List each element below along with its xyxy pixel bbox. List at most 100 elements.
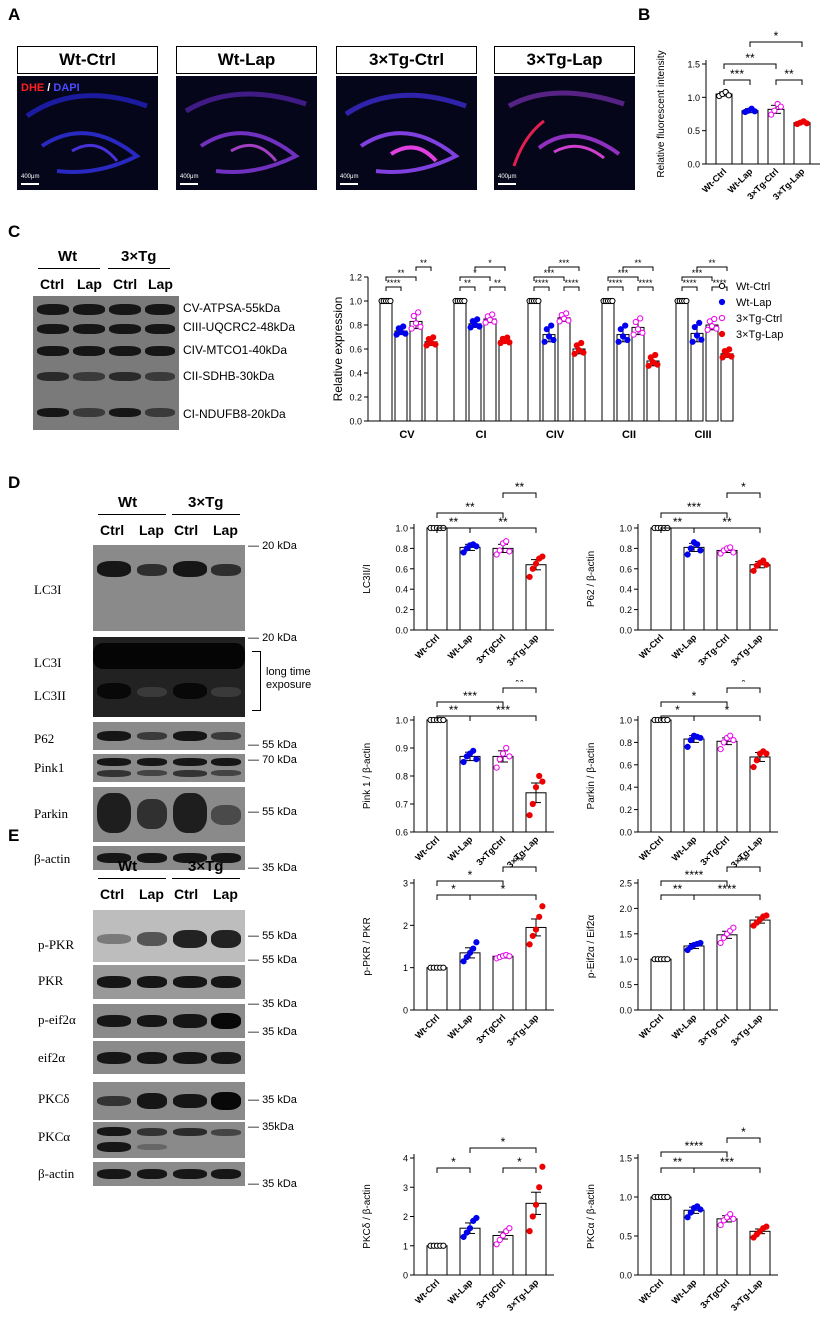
- scale-bar: [21, 183, 39, 185]
- marker-label: — 20 kDa: [248, 632, 297, 644]
- y-tick-label: 3: [403, 1183, 408, 1193]
- data-point: [696, 319, 703, 327]
- data-point: [506, 548, 513, 555]
- data-point: [654, 361, 661, 368]
- significance-bracket: [502, 687, 537, 693]
- band: [173, 561, 207, 577]
- significance-bracket: [726, 1137, 761, 1143]
- lane-label: Ctrl: [100, 522, 125, 538]
- row-label-p62: P62: [34, 731, 55, 746]
- x-tick-label: Wt-Lap: [446, 1012, 475, 1041]
- data-point: [539, 1163, 546, 1170]
- significance-bracket: [723, 79, 751, 85]
- data-point: [423, 342, 430, 349]
- scale-bar: [340, 183, 358, 185]
- data-point: [645, 362, 652, 369]
- significance-label: *: [501, 1135, 506, 1149]
- band: [137, 732, 167, 740]
- stain-legend: DHE / DAPI: [21, 82, 80, 94]
- exposure-bracket: [252, 651, 261, 711]
- x-tick-label: Wt-Lap: [670, 632, 699, 661]
- data-point: [526, 812, 533, 819]
- band-label: CI-NDUFB8-20kDa: [183, 407, 286, 421]
- chart-d3: 0.6 0.7 0.8 0.9 1.0 Pink 1 / β-actin Wt-Ctrl Wt…: [356, 675, 566, 905]
- band: [173, 853, 207, 863]
- chart-e1-svg: 0 1 2 3 p-PKR / PKR Wt-Ctrl Wt-Lap 3×TgCtrl3×Tg…: [362, 854, 554, 1048]
- band: [109, 346, 141, 356]
- band: [73, 408, 105, 417]
- bar: [793, 122, 811, 165]
- bar: [741, 110, 759, 165]
- row-label-ppkr: p-PKR: [38, 937, 75, 952]
- lane-label: Lap: [148, 276, 173, 292]
- data-point: [460, 1233, 467, 1241]
- band: [93, 643, 245, 669]
- data-point: [393, 331, 400, 338]
- band: [211, 1129, 241, 1136]
- x-tick-label: Wt-Ctrl: [413, 1277, 441, 1305]
- significance-bracket: [436, 1167, 471, 1173]
- data-point: [466, 949, 474, 956]
- lane-label: Lap: [139, 886, 164, 902]
- legend-label: Wt-Ctrl: [736, 281, 770, 293]
- significance-bracket: [533, 286, 550, 291]
- band: [173, 930, 207, 948]
- significance-label: *: [473, 268, 477, 278]
- data-point: [529, 932, 536, 940]
- significance-label: **: [515, 680, 525, 689]
- data-point: [763, 561, 770, 568]
- blot-e-pkca: [93, 1122, 245, 1158]
- chart-b: 0.0 0.5 1.0 1.5 Relative fluorescent intensi…: [644, 12, 830, 212]
- significance-label: ****: [534, 278, 549, 288]
- significance-label: ***: [687, 500, 701, 514]
- legend-marker: [718, 330, 726, 338]
- y-tick-label: 0.8: [619, 738, 632, 748]
- lane-label: Lap: [139, 522, 164, 538]
- band: [137, 853, 167, 863]
- x-tick-label: 3×TgCtrl: [474, 1012, 507, 1045]
- significance-label: *: [741, 480, 746, 494]
- bar: [492, 547, 514, 631]
- significance-bracket: [726, 687, 761, 693]
- significance-bracket: [385, 276, 417, 281]
- y-tick-label: 0.7: [395, 800, 408, 810]
- band: [145, 408, 175, 417]
- significance-bracket: [474, 266, 506, 271]
- y-tick-label: 0.2: [395, 605, 408, 615]
- data-point: [624, 336, 631, 344]
- significance-bracket: [749, 41, 803, 47]
- x-tick-label: Wt-Lap: [670, 1277, 699, 1306]
- significance-label: ***: [730, 67, 744, 81]
- x-tick-label: 3×Tg-Lap: [729, 1012, 765, 1048]
- data-point: [387, 297, 394, 305]
- data-point: [664, 716, 671, 724]
- bar: [459, 546, 481, 631]
- data-point: [760, 557, 767, 564]
- significance-label: ****: [685, 1139, 704, 1153]
- data-point: [463, 1229, 470, 1236]
- data-point: [730, 924, 737, 931]
- y-axis-title: p-PKR / PKR: [362, 917, 373, 975]
- bar: [498, 340, 512, 422]
- data-point: [467, 324, 474, 331]
- y-tick-label: 1.2: [349, 273, 362, 283]
- data-point: [461, 297, 468, 305]
- data-point: [637, 315, 644, 322]
- x-tick-label: 3×TgCtrl: [474, 1277, 507, 1310]
- data-point: [750, 763, 757, 771]
- band: [173, 1094, 207, 1108]
- data-point: [713, 325, 720, 332]
- lane-label: Ctrl: [113, 276, 138, 292]
- row-label-pkcd: PKCδ: [38, 1091, 70, 1106]
- y-tick-label: 0.8: [395, 544, 408, 554]
- blot-d-parkin: [93, 787, 245, 842]
- data-point: [664, 956, 671, 963]
- significance-label: *: [517, 1155, 522, 1169]
- data-point: [473, 1214, 480, 1222]
- data-point: [728, 353, 735, 360]
- significance-label: **: [465, 500, 475, 514]
- band: [73, 346, 105, 356]
- y-axis-title: Relative fluorescent intensity: [656, 50, 667, 177]
- data-point: [432, 341, 439, 348]
